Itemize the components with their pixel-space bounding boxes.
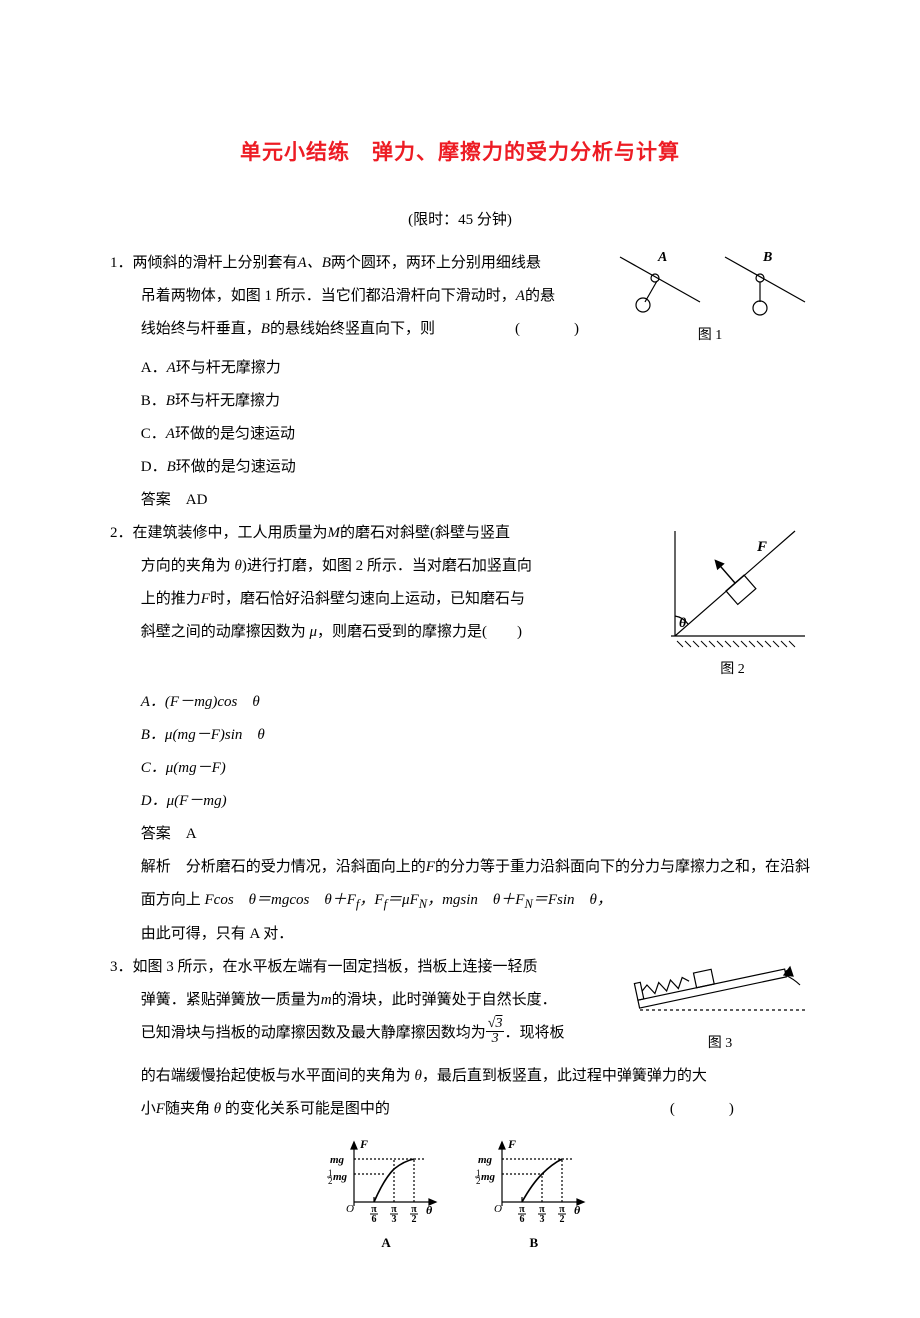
time-limit: (限时：45 分钟) [110,204,810,237]
q1-ab: A、B [298,255,331,271]
q3-number: 3． [110,959,133,975]
figure-3-caption: 图 3 [630,1029,810,1060]
svg-text:B: B [762,250,772,265]
svg-text:θ: θ [426,1203,433,1217]
q2-l1a: 在建筑装修中，工人用质量为 [133,525,328,541]
q1-stem-3: 吊着两物体，如图 1 所示．当它们都沿滑杆向下滑动时， [110,288,516,304]
q1-opt-d: D．B环做的是匀速运动 [141,451,810,484]
q1-stem-6: 的悬线始终竖直向下，则 [270,321,435,337]
svg-text:F: F [756,539,767,555]
q2-opt-a: A．(F－mg)cos θ [141,686,810,719]
svg-text:mg: mg [333,1171,348,1183]
svg-text:F: F [359,1137,368,1151]
svg-text:O: O [494,1203,502,1215]
q2-l1b: 的磨石对斜壁(斜壁与竖直 [340,525,510,541]
svg-text:mg: mg [478,1154,493,1166]
svg-text:2: 2 [328,1176,333,1186]
q1-stem-2: 两个圆环，两环上分别用细线悬 [331,255,541,271]
q3-l2a: 弹簧．紧贴弹簧放一质量为 [110,992,321,1008]
q1-paren: ( ) [515,321,587,337]
q2-l3a: 上的推力 [110,591,201,607]
q2-l3b: 时，磨石恰好沿斜壁匀速向上运动，已知磨石与 [210,591,525,607]
question-3: 图 3 3．如图 3 所示，在水平板左端有一固定挡板，挡板上连接一轻质 弹簧．紧… [110,951,810,1257]
q1-opt-c: C．A环做的是匀速运动 [141,418,810,451]
q3-theta: θ [415,1068,422,1084]
q3-charts: F mg 1 2 mg O π6 π3 π2 θ A [110,1134,810,1258]
q3-fraction: √33 [486,1017,505,1046]
q1-stem-1: 两倾斜的滑杆上分别套有 [133,255,298,271]
figure-1-caption: 图 1 [610,321,810,352]
q2-l4a: 斜壁之间的动摩擦因数为 [110,624,310,640]
q2-explain: 解析 分析磨石的受力情况，沿斜面向上的F的分力等于重力沿斜面向下的分力与摩擦力之… [110,851,810,952]
q2-options: A．(F－mg)cos θ B．μ(mg－F)sin θ C．μ(mg－F) D… [110,686,810,818]
q3-l5a: 小 [141,1101,156,1117]
q2-opt-b: B．μ(mg－F)sin θ [141,719,810,752]
svg-text:mg: mg [481,1171,496,1183]
q3-l3a: 已知滑块与挡板的动摩擦因数及最大静摩擦因数均为 [110,1025,486,1041]
q2-number: 2． [110,525,133,541]
q2-opt-d: D．μ(F－mg) [141,785,810,818]
svg-text:mg: mg [330,1154,345,1166]
svg-text:A: A [657,250,667,265]
q3-l4b: ，最后直到板竖直，此过程中弹簧弹力的大 [422,1068,707,1084]
q2-F: F [201,591,210,607]
chart-b: F mg 1 2 mg O π6 π3 π2 θ B [474,1134,594,1258]
svg-text:θ: θ [574,1203,581,1217]
q1-b: B [261,321,270,337]
page-title: 单元小结练 弹力、摩擦力的受力分析与计算 [110,130,810,176]
q3-paren: ( ) [670,1101,742,1117]
q3-l1: 如图 3 所示，在水平板左端有一固定挡板，挡板上连接一轻质 [133,959,538,975]
figure-1-svg: A B [610,247,810,317]
svg-text:3: 3 [539,1214,544,1225]
figure-1: A B 图 1 [610,247,810,352]
q1-answer: 答案 AD [110,484,810,517]
q3-l5c: 的变化关系可能是图中的 [221,1101,390,1117]
question-1: A B 图 1 1．两倾斜的滑杆上分别套有A、B两个圆环，两环上分别用细线悬 吊… [110,247,810,517]
q2-M: M [328,525,341,541]
q1-stem-5: 线始终与杆垂直， [110,321,261,337]
svg-text:2: 2 [559,1214,564,1225]
q2-opt-c: C．μ(mg－F) [141,752,810,785]
q1-stem-4: 的悬 [525,288,555,304]
svg-text:3: 3 [392,1214,397,1225]
figure-2: F θ 图 2 [655,521,810,686]
q2-mu: μ [310,624,318,640]
chart-a: F mg 1 2 mg O π6 π3 π2 θ A [326,1134,446,1258]
q1-number: 1． [110,255,133,271]
q3-l4a: 的右端缓慢抬起使板与水平面间的夹角为 [141,1068,415,1084]
question-2: F θ 图 2 2．在建筑装修中，工人用质量为M的磨石对斜壁(斜壁与竖直 方向的… [110,517,810,951]
q1-options: A．A环与杆无摩擦力 B．B环与杆无摩擦力 C．A环做的是匀速运动 D．B环做的… [110,352,810,484]
q3-theta2: θ [214,1101,221,1117]
q2-theta: θ [235,558,242,574]
q2-l2b: )进行打磨，如图 2 所示．当对磨石加竖直向 [242,558,532,574]
chart-a-label: A [326,1229,446,1258]
svg-text:6: 6 [519,1214,524,1225]
q3-l5b: 随夹角 [165,1101,214,1117]
q3-F: F [156,1101,165,1117]
q3-l2b: 的滑块，此时弹簧处于自然长度． [332,992,557,1008]
chart-b-label: B [474,1229,594,1258]
q3-m: m [321,992,332,1008]
q1-opt-b: B．B环与杆无摩擦力 [141,385,810,418]
q2-l4b: ，则磨石受到的摩擦力是( ) [317,624,522,640]
svg-text:O: O [346,1203,354,1215]
q2-l2a: 方向的夹角为 [110,558,235,574]
svg-text:6: 6 [372,1214,377,1225]
figure-2-caption: 图 2 [655,655,810,686]
q1-a: A [516,288,525,304]
figure-3-svg [630,955,810,1025]
q3-l3b: ．现将板 [504,1025,564,1041]
svg-text:θ: θ [679,616,687,631]
svg-text:F: F [507,1137,516,1151]
figure-3: 图 3 [630,955,810,1060]
figure-2-svg: F θ [655,521,810,651]
q1-opt-a: A．A环与杆无摩擦力 [141,352,810,385]
q2-answer: 答案 A [110,818,810,851]
svg-text:2: 2 [476,1176,481,1186]
svg-text:2: 2 [412,1214,417,1225]
